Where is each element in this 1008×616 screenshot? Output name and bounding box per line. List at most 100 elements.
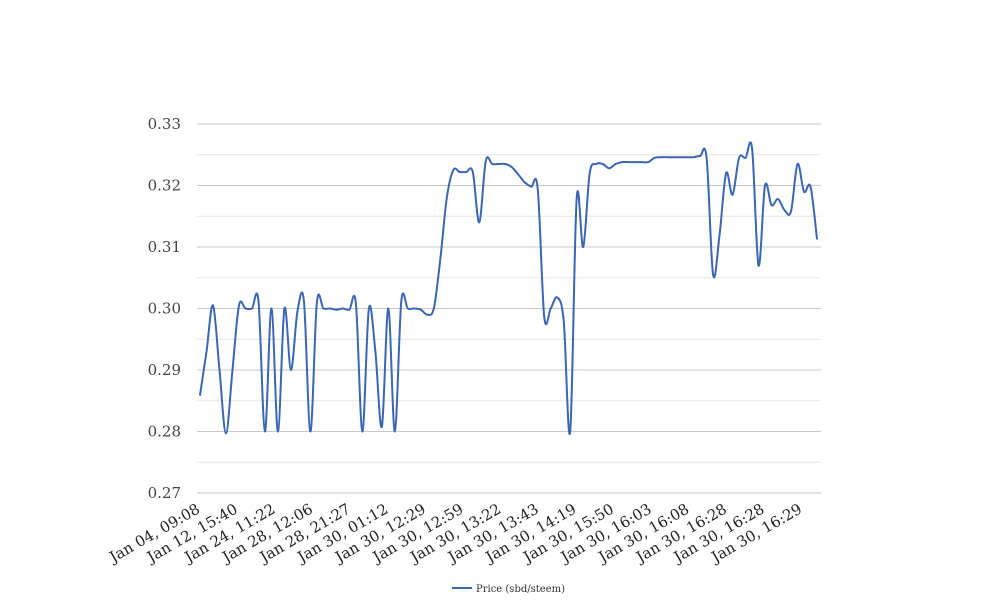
data-point bbox=[478, 221, 481, 224]
data-point bbox=[361, 430, 364, 433]
y-tick-label: 0.27 bbox=[148, 484, 181, 502]
data-point bbox=[316, 301, 318, 304]
data-point bbox=[374, 350, 377, 353]
data-point bbox=[329, 307, 331, 310]
data-point bbox=[498, 163, 500, 165]
data-point bbox=[796, 163, 799, 165]
data-point bbox=[309, 430, 312, 433]
data-point bbox=[517, 173, 519, 176]
data-point bbox=[491, 163, 494, 165]
series-layer bbox=[199, 141, 818, 436]
data-point bbox=[621, 161, 623, 163]
y-tick-label: 0.33 bbox=[148, 115, 181, 133]
data-point bbox=[205, 350, 208, 353]
data-point bbox=[459, 171, 461, 173]
data-point bbox=[296, 310, 299, 313]
data-point bbox=[355, 302, 357, 305]
data-point bbox=[582, 246, 584, 248]
data-point bbox=[608, 167, 610, 170]
data-point bbox=[562, 320, 565, 322]
data-point bbox=[510, 166, 513, 168]
data-point bbox=[705, 157, 708, 159]
data-point bbox=[504, 163, 507, 165]
data-point bbox=[530, 185, 532, 188]
data-point bbox=[549, 307, 552, 310]
data-point bbox=[725, 172, 727, 174]
data-point bbox=[647, 161, 649, 163]
data-point bbox=[751, 147, 753, 150]
y-tick-label: 0.30 bbox=[148, 300, 181, 318]
y-tick-label: 0.31 bbox=[148, 238, 181, 256]
data-point bbox=[290, 369, 292, 371]
data-point bbox=[673, 156, 675, 158]
data-point bbox=[251, 307, 253, 310]
data-point bbox=[420, 308, 422, 311]
data-point bbox=[433, 307, 435, 310]
data-point bbox=[465, 171, 468, 173]
data-point bbox=[348, 308, 351, 311]
data-point bbox=[627, 161, 630, 163]
data-point bbox=[595, 163, 597, 165]
data-point bbox=[614, 163, 617, 165]
data-point bbox=[718, 233, 721, 236]
data-point bbox=[523, 181, 526, 184]
data-point bbox=[439, 258, 442, 261]
data-point bbox=[225, 432, 227, 435]
data-point bbox=[699, 155, 701, 157]
data-point bbox=[270, 307, 273, 310]
data-point bbox=[277, 430, 279, 433]
data-point bbox=[400, 300, 403, 302]
data-point bbox=[744, 157, 747, 159]
legend-label-price: Price (sbd/steem) bbox=[476, 584, 565, 595]
data-point bbox=[342, 307, 344, 310]
data-point bbox=[634, 161, 636, 163]
data-point bbox=[686, 156, 688, 158]
data-point bbox=[770, 204, 773, 206]
data-point bbox=[660, 156, 662, 158]
data-point bbox=[212, 304, 214, 307]
data-point bbox=[712, 273, 714, 276]
data-point bbox=[218, 369, 221, 371]
data-point bbox=[452, 169, 455, 171]
data-point bbox=[692, 156, 695, 158]
data-point bbox=[569, 430, 571, 433]
data-point bbox=[666, 156, 669, 158]
data-point bbox=[283, 307, 286, 310]
data-point bbox=[322, 307, 325, 310]
series-line-price-sbd-steem bbox=[199, 141, 818, 436]
data-point bbox=[238, 304, 240, 307]
data-point bbox=[472, 171, 474, 173]
data-point bbox=[803, 190, 805, 193]
data-point bbox=[764, 184, 766, 187]
data-point bbox=[601, 163, 604, 165]
data-point bbox=[381, 425, 383, 428]
data-point bbox=[731, 193, 734, 196]
data-point bbox=[244, 307, 247, 310]
data-point bbox=[446, 197, 448, 199]
data-point bbox=[231, 369, 234, 371]
data-point bbox=[413, 307, 416, 310]
data-point bbox=[679, 156, 682, 158]
data-point bbox=[426, 313, 429, 316]
data-point bbox=[816, 238, 818, 240]
data-point bbox=[809, 185, 812, 188]
data-point bbox=[738, 157, 740, 159]
data-point bbox=[783, 209, 786, 211]
data-point bbox=[757, 264, 760, 267]
data-point bbox=[394, 430, 396, 433]
data-point bbox=[303, 300, 305, 302]
data-point bbox=[588, 172, 591, 174]
y-tick-label: 0.28 bbox=[148, 423, 181, 441]
y-tick-label: 0.29 bbox=[148, 361, 181, 379]
gridlines bbox=[197, 123, 821, 494]
data-point bbox=[407, 307, 409, 310]
data-point bbox=[368, 307, 370, 310]
data-point bbox=[264, 430, 266, 433]
data-point bbox=[536, 187, 539, 190]
data-point bbox=[257, 300, 260, 302]
data-point bbox=[575, 197, 578, 199]
data-point bbox=[199, 394, 201, 397]
data-point bbox=[387, 307, 390, 310]
